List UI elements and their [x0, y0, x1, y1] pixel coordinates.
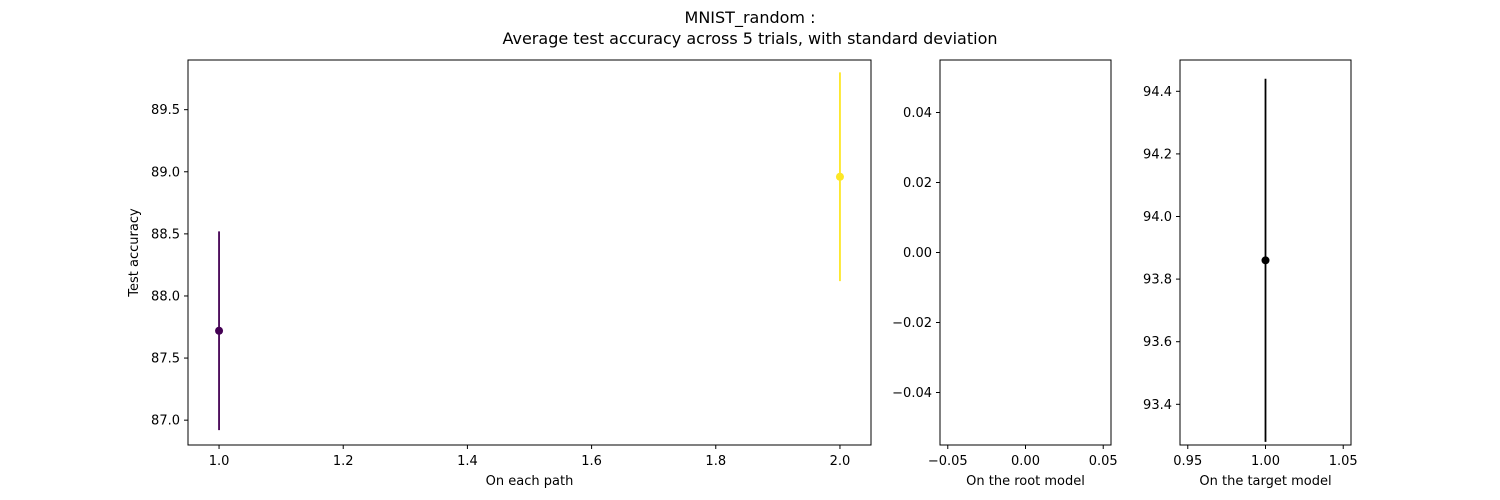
chart-1-x-tick-label: 1.4	[457, 454, 478, 469]
chart-3-y-tick-label: 93.6	[1143, 335, 1172, 350]
chart-1-data-point	[215, 326, 224, 335]
chart-1-x-tick-label: 2.0	[830, 454, 851, 469]
chart-title: MNIST_random :	[684, 8, 816, 27]
chart-3-y-tick-label: 93.4	[1143, 398, 1172, 413]
chart-3-x-tick-label: 1.05	[1329, 454, 1358, 469]
chart-1-y-axis-label: Test accuracy	[127, 208, 142, 298]
chart-1-y-tick-label: 88.5	[151, 227, 180, 242]
chart-subtitle: Average test accuracy across 5 trials, w…	[502, 29, 998, 48]
chart-2-x-axis-label: On the root model	[966, 474, 1085, 489]
chart-3-data-point	[1261, 256, 1270, 265]
chart-1-data-point	[835, 172, 844, 181]
chart-2-x-tick-label: 0.00	[1011, 454, 1040, 469]
chart-1-y-tick-label: 89.5	[151, 103, 180, 118]
chart-1-x-tick-label: 1.0	[209, 454, 230, 469]
chart-1-y-tick-label: 87.0	[151, 414, 180, 429]
chart-3-y-tick-label: 94.0	[1143, 210, 1172, 225]
chart-2-y-tick-label: −0.02	[892, 316, 932, 331]
chart-2-x-tick-label: 0.05	[1089, 454, 1118, 469]
chart-1-x-tick-label: 1.6	[581, 454, 602, 469]
chart-2-y-tick-label: −0.04	[892, 386, 932, 401]
chart-3-y-tick-label: 93.8	[1143, 273, 1172, 288]
chart-3-x-tick-label: 0.95	[1173, 454, 1202, 469]
chart-2-y-tick-label: 0.02	[903, 176, 932, 191]
chart-2-y-tick-label: 0.04	[903, 106, 932, 121]
chart-3-x-tick-label: 1.00	[1251, 454, 1280, 469]
chart-1-x-tick-label: 1.8	[705, 454, 726, 469]
chart-2-y-tick-label: 0.00	[903, 246, 932, 261]
chart-1-x-axis-label: On each path	[486, 474, 574, 489]
chart-1-y-tick-label: 87.5	[151, 352, 180, 367]
chart-3-y-tick-label: 94.4	[1143, 85, 1172, 100]
chart-1-x-tick-label: 1.2	[333, 454, 354, 469]
chart-1-y-tick-label: 88.0	[151, 289, 180, 304]
chart-3-x-axis-label: On the target model	[1199, 474, 1331, 489]
chart-1-y-tick-label: 89.0	[151, 165, 180, 180]
chart-1-axes-frame	[187, 59, 872, 446]
chart-2-axes-frame	[939, 59, 1112, 446]
chart-2-x-tick-label: −0.05	[928, 454, 968, 469]
chart-3-y-tick-label: 94.2	[1143, 147, 1172, 162]
